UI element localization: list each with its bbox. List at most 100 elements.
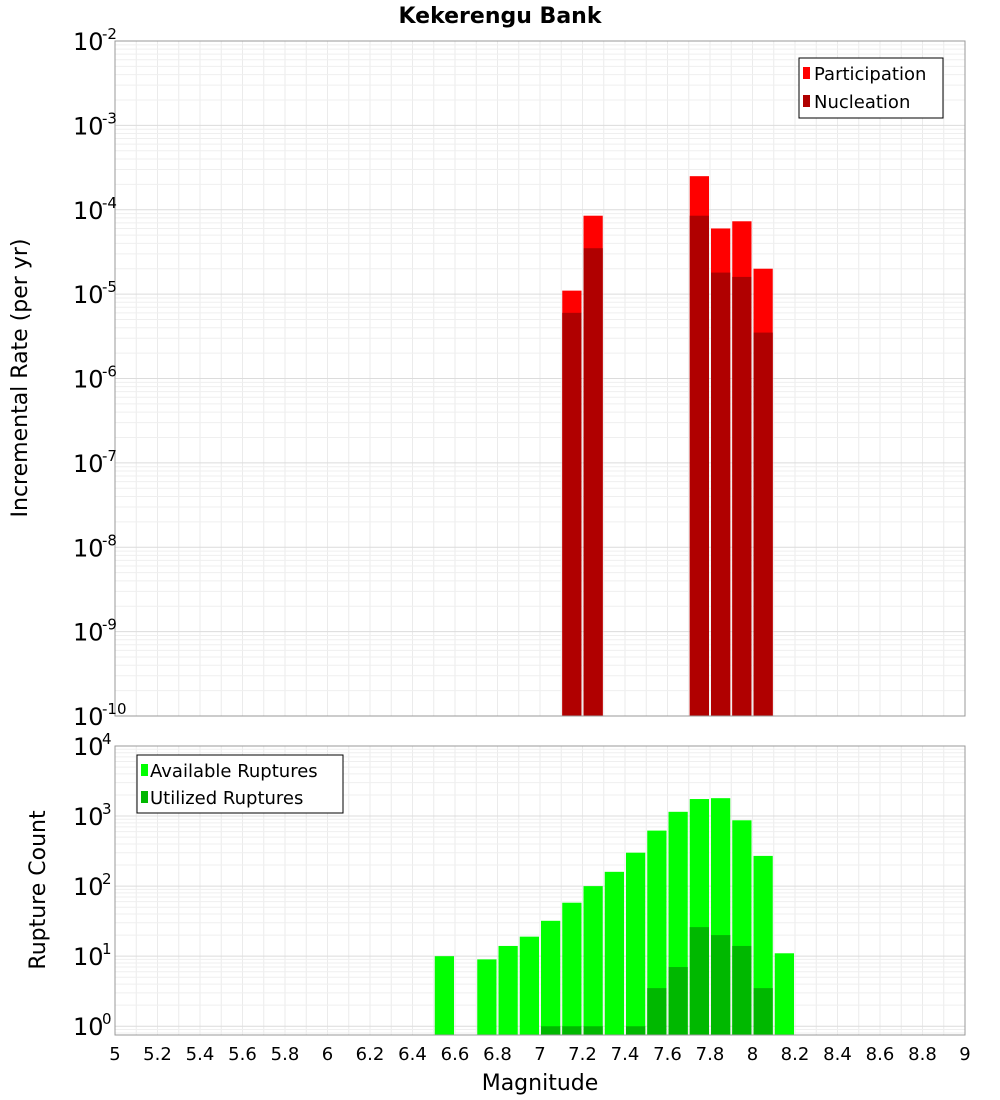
x-tick-label: 6.8: [483, 1044, 512, 1065]
y-tick-exponent: -9: [102, 616, 117, 634]
x-tick-label: 7.6: [653, 1044, 682, 1065]
x-tick-label: 6.4: [398, 1044, 427, 1065]
y-tick-label: 10: [73, 28, 104, 56]
utilized-ruptures-bar: [753, 988, 773, 1035]
y-tick-exponent: -8: [102, 531, 117, 549]
y-tick-exponent: -7: [102, 447, 117, 465]
utilized-ruptures-legend-swatch: [141, 791, 148, 803]
count-plot-border: [114, 745, 966, 1036]
utilized-ruptures-bar: [647, 988, 667, 1035]
utilized-ruptures-bar: [562, 1026, 582, 1035]
y-tick-exponent: -10: [102, 700, 127, 718]
x-tick-labels: 5 5.2 5.4 5.6 5.8 6 6.2 6.4 6.6 6.8 7 7.2 7.4 7.6 7.8 8…: [109, 1044, 970, 1065]
x-tick-label: 9: [959, 1044, 970, 1065]
y-tick-exponent: -4: [102, 194, 117, 212]
x-tick-label: 8: [747, 1044, 758, 1065]
y-tick-exponent: -6: [102, 363, 117, 381]
x-tick-label: 8.6: [866, 1044, 895, 1065]
x-axis-label: Magnitude: [482, 1071, 599, 1096]
x-tick-label: 5: [109, 1044, 120, 1065]
x-tick-label: 5.2: [143, 1044, 172, 1065]
x-tick-label: 7: [534, 1044, 545, 1065]
available-ruptures-bar: [604, 871, 624, 1035]
y-tick-label: 10: [73, 803, 104, 831]
available-ruptures-legend-label: Available Ruptures: [150, 761, 318, 782]
available-ruptures-bar: [434, 956, 454, 1035]
rate-legend: Participation Nucleation: [798, 57, 944, 119]
y-tick-label: 10: [73, 534, 104, 562]
nucleation-bar: [562, 312, 582, 716]
rate-y-axis-label: Incremental Rate (per yr): [8, 239, 33, 518]
x-tick-label: 7.8: [696, 1044, 725, 1065]
x-tick-label: 5.8: [271, 1044, 300, 1065]
count-gridlines: [114, 746, 966, 1035]
nucleation-legend-swatch: [803, 95, 810, 107]
x-tick-label: 8.4: [823, 1044, 852, 1065]
x-tick-label: 6.6: [441, 1044, 470, 1065]
y-tick-label: 10: [73, 943, 104, 971]
count-legend-box: [136, 754, 344, 814]
y-tick-label: 10: [73, 1013, 104, 1041]
available-ruptures-bar: [774, 953, 794, 1035]
utilized-ruptures-bar: [689, 927, 709, 1035]
y-tick-label: 10: [73, 619, 104, 647]
count-legend: Available Ruptures Utilized Ruptures: [136, 754, 344, 814]
nucleation-bar: [689, 215, 709, 717]
nucleation-bar: [753, 332, 773, 716]
count-y-axis-label: Rupture Count: [26, 810, 51, 970]
nucleation-bar: [732, 276, 752, 716]
y-tick-label: 10: [73, 450, 104, 478]
rate-bars: [562, 176, 773, 717]
x-tick-label: 7.4: [611, 1044, 640, 1065]
available-ruptures-bar: [477, 959, 497, 1035]
x-tick-label: 6.2: [356, 1044, 385, 1065]
y-tick-label: 10: [73, 197, 104, 225]
x-tick-label: 8.2: [781, 1044, 810, 1065]
participation-legend-label: Participation: [814, 64, 926, 85]
utilized-ruptures-bar: [626, 1026, 646, 1035]
y-tick-label: 10: [73, 703, 104, 731]
utilized-ruptures-bar: [711, 935, 731, 1035]
y-tick-label: 10: [73, 112, 104, 140]
y-tick-label: 10: [73, 366, 104, 394]
x-tick-label: 6: [322, 1044, 333, 1065]
y-tick-exponent: -2: [102, 25, 117, 43]
y-tick-exponent: 1: [102, 940, 112, 958]
rate-legend-box: [798, 57, 944, 119]
available-ruptures-bar: [519, 936, 539, 1035]
available-ruptures-bar: [583, 886, 603, 1035]
nucleation-bar: [711, 272, 731, 716]
y-tick-exponent: 4: [102, 730, 112, 748]
utilized-ruptures-bar: [732, 945, 752, 1035]
utilized-ruptures-bar: [668, 967, 688, 1035]
available-ruptures-bar: [626, 852, 646, 1035]
x-tick-label: 5.4: [186, 1044, 215, 1065]
available-ruptures-legend-swatch: [141, 764, 148, 776]
y-tick-label: 10: [73, 873, 104, 901]
rate-gridlines: [114, 41, 966, 717]
rate-plot-border: [114, 40, 966, 717]
count-bars: [434, 798, 794, 1035]
y-tick-exponent: 0: [102, 1010, 112, 1028]
y-tick-exponent: -5: [102, 278, 117, 296]
available-ruptures-bar: [647, 830, 667, 1035]
y-tick-exponent: 2: [102, 870, 112, 888]
y-tick-label: 10: [73, 281, 104, 309]
nucleation-legend-label: Nucleation: [814, 92, 910, 113]
utilized-ruptures-bar: [583, 1026, 603, 1035]
x-tick-label: 8.8: [908, 1044, 937, 1065]
available-ruptures-bar: [498, 945, 518, 1035]
x-tick-label: 5.6: [228, 1044, 257, 1065]
utilized-ruptures-bar: [541, 1026, 561, 1035]
x-tick-label: 7.2: [568, 1044, 597, 1065]
y-tick-exponent: -3: [102, 109, 117, 127]
utilized-ruptures-legend-label: Utilized Ruptures: [150, 788, 303, 809]
nucleation-bar: [583, 248, 603, 717]
available-ruptures-bar: [562, 902, 582, 1035]
chart-title: Kekerengu Bank: [399, 4, 603, 29]
